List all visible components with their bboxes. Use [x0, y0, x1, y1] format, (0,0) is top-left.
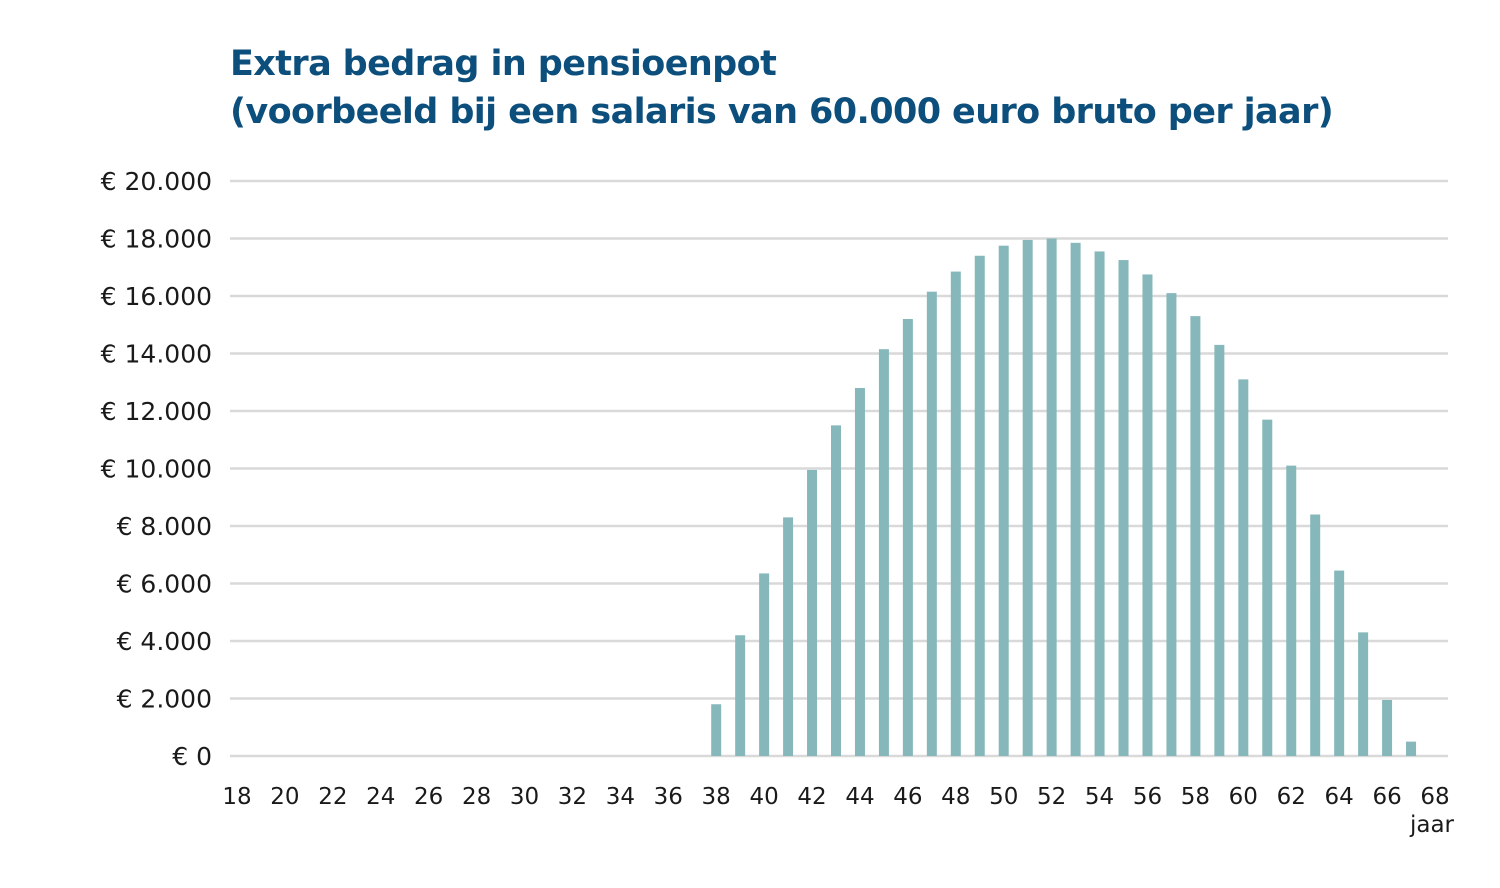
bar-age-38: [711, 704, 722, 756]
y-tick-label: € 10.000: [101, 455, 212, 484]
bar-age-47: [926, 291, 937, 756]
bar-age-43: [831, 425, 841, 756]
bar-age-45: [878, 349, 889, 756]
bar-age-51: [1022, 239, 1033, 756]
x-tick-label: 18: [222, 784, 251, 810]
x-tick-label: 42: [797, 784, 826, 810]
bar-age-46: [902, 319, 913, 756]
x-tick-label: 48: [941, 784, 970, 810]
x-tick-label: 24: [366, 784, 395, 810]
y-tick-label: € 14.000: [101, 340, 212, 369]
bar-age-64: [1334, 570, 1345, 756]
bar-age-40: [759, 573, 770, 756]
bar-age-53: [1070, 242, 1081, 756]
bar-age-54: [1094, 251, 1105, 756]
y-tick-label: € 20.000: [101, 167, 212, 196]
x-tick-label: 60: [1229, 784, 1258, 810]
y-tick-label: € 12.000: [101, 397, 212, 426]
x-tick-label: 36: [654, 784, 683, 810]
bar-age-52: [1046, 238, 1057, 756]
y-axis-tick-labels: € 0 € 2.000 € 4.000 € 6.000 € 8.000 € 10.000 €…: [101, 167, 212, 771]
bar-age-65: [1358, 632, 1369, 756]
bar-age-44: [854, 388, 865, 756]
x-tick-label: 26: [414, 784, 443, 810]
x-tick-label: 66: [1372, 784, 1401, 810]
x-axis-label: jaar: [1409, 812, 1455, 838]
y-tick-label: € 16.000: [101, 282, 212, 311]
bar-age-39: [735, 635, 746, 756]
bar-age-55: [1118, 260, 1129, 756]
x-tick-label: 30: [510, 784, 539, 810]
y-tick-label: € 0: [172, 742, 212, 771]
x-tick-label: 38: [702, 784, 731, 810]
y-tick-label: € 6.000: [117, 570, 212, 599]
bar-age-66: [1382, 699, 1393, 756]
chart-title-line-1: Extra bedrag in pensioenpot: [230, 44, 777, 84]
y-tick-label: € 18.000: [101, 225, 212, 254]
x-tick-label: 50: [989, 784, 1018, 810]
y-tick-label: € 2.000: [117, 685, 212, 714]
bar-age-59: [1214, 344, 1225, 756]
bar-age-48: [950, 271, 961, 756]
x-tick-label: 62: [1277, 784, 1306, 810]
chart-title-line-2: (voorbeeld bij een salaris van 60.000 eu…: [230, 92, 1334, 132]
x-tick-label: 68: [1420, 784, 1449, 810]
x-tick-label: 46: [893, 784, 922, 810]
bar-age-58: [1190, 316, 1201, 756]
bars: [711, 238, 1417, 756]
bar-age-42: [807, 469, 818, 756]
x-tick-label: 20: [270, 784, 299, 810]
y-tick-label: € 8.000: [117, 512, 212, 541]
x-tick-label: 32: [558, 784, 587, 810]
chart-title: Extra bedrag in pensioenpot (voorbeeld b…: [230, 40, 1334, 136]
bar-age-62: [1286, 465, 1297, 756]
x-tick-label: 54: [1085, 784, 1114, 810]
x-tick-label: 52: [1037, 784, 1066, 810]
bar-age-60: [1238, 379, 1249, 756]
y-tick-label: € 4.000: [117, 627, 212, 656]
bar-age-61: [1262, 419, 1273, 756]
bar-age-56: [1142, 274, 1153, 756]
x-tick-label: 34: [606, 784, 635, 810]
bar-age-63: [1310, 514, 1321, 756]
x-tick-label: 64: [1325, 784, 1354, 810]
bar-age-49: [974, 255, 985, 756]
bar-age-67: [1406, 741, 1417, 756]
x-tick-label: 58: [1181, 784, 1210, 810]
x-tick-label: 22: [318, 784, 347, 810]
x-tick-label: 40: [749, 784, 778, 810]
bar-age-41: [783, 517, 794, 756]
x-axis-tick-labels: 18 20 22 24 26 28 30 32 34 36 38 40 42 44 46 48 50 52 54 56…: [222, 784, 1449, 810]
x-tick-label: 28: [462, 784, 491, 810]
x-tick-label: 44: [845, 784, 874, 810]
bar-age-50: [998, 245, 1009, 756]
bar-age-57: [1166, 293, 1177, 756]
x-tick-label: 56: [1133, 784, 1162, 810]
